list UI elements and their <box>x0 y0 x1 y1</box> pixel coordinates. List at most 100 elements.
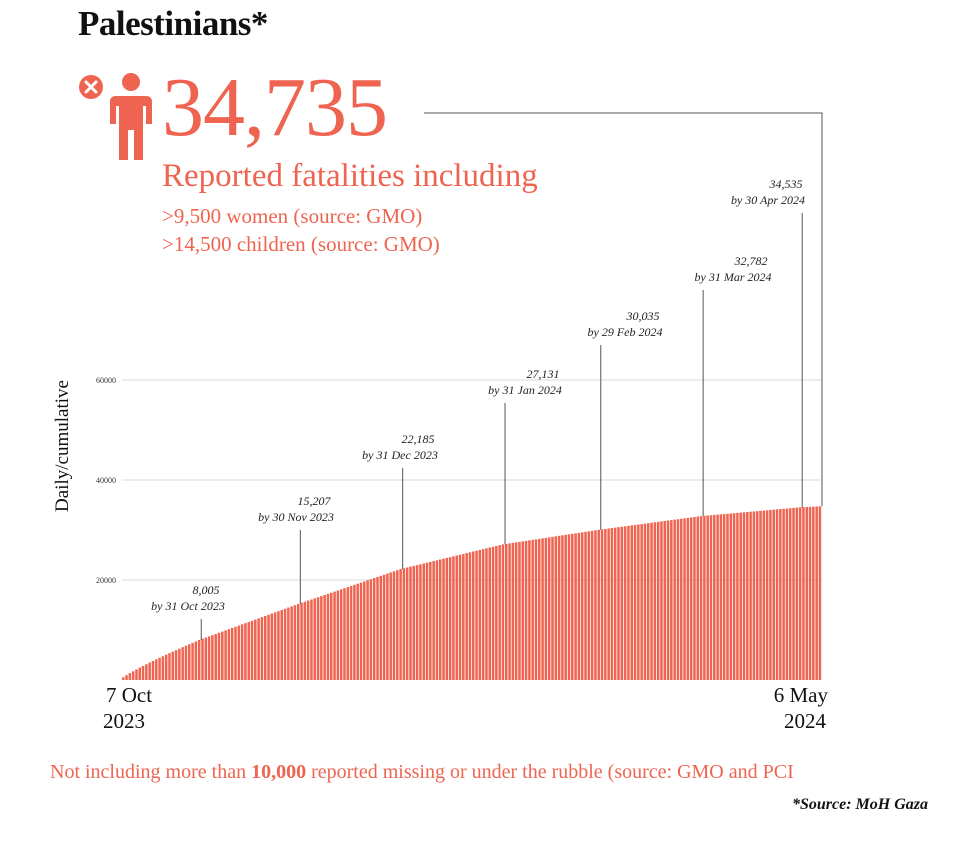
annotation-date: by 29 Feb 2024 <box>588 325 663 339</box>
bar <box>739 512 742 680</box>
bar <box>676 519 680 680</box>
bar <box>221 631 224 680</box>
annotation-value: 32,782 <box>734 254 768 268</box>
x-end-label-line1: 6 May <box>774 683 829 707</box>
bar <box>290 606 293 680</box>
person-icon <box>110 73 152 160</box>
annotation-date: by 30 Nov 2023 <box>258 510 334 524</box>
bar <box>779 509 782 680</box>
bar <box>280 609 283 680</box>
bar <box>574 533 577 680</box>
bar <box>178 648 181 680</box>
bar <box>547 537 551 680</box>
bar <box>455 555 458 680</box>
bar <box>514 542 518 680</box>
bar <box>458 554 462 680</box>
bar <box>472 551 475 680</box>
bar <box>452 556 455 680</box>
bar <box>683 518 686 680</box>
bar <box>174 650 178 680</box>
bar <box>772 509 775 680</box>
bar <box>405 567 409 680</box>
bar <box>313 598 317 680</box>
bar <box>818 506 822 680</box>
bar <box>283 608 287 680</box>
x-start-label-line2: 2023 <box>103 709 145 733</box>
bar <box>795 507 799 680</box>
bar <box>689 517 693 680</box>
bar <box>511 542 515 680</box>
bar <box>673 519 676 680</box>
bar <box>429 561 432 680</box>
footnote: Not including more than 10,000 reported … <box>50 761 930 784</box>
bar <box>554 536 558 680</box>
bar <box>297 603 300 680</box>
bar <box>227 629 231 680</box>
bar <box>267 614 270 680</box>
bar <box>623 526 627 680</box>
bar <box>587 531 591 680</box>
bar <box>412 565 416 680</box>
bar <box>571 533 574 680</box>
bar <box>204 637 208 680</box>
bar <box>244 623 247 680</box>
y-tick-label: 40000 <box>96 476 116 485</box>
bar <box>656 521 660 680</box>
close-x-icon <box>79 75 103 99</box>
bar <box>765 510 769 680</box>
bar <box>250 620 254 680</box>
bar <box>343 588 346 680</box>
bar <box>620 526 624 680</box>
bar <box>584 531 587 680</box>
annotation-date: by 30 Apr 2024 <box>731 193 805 207</box>
annotation-value: 34,535 <box>769 177 803 191</box>
bar <box>184 645 188 680</box>
bar <box>660 521 663 680</box>
bar <box>164 654 168 680</box>
bar <box>468 552 472 680</box>
bar <box>435 560 439 680</box>
bar <box>600 529 604 680</box>
bar <box>802 507 805 680</box>
bar <box>376 576 379 680</box>
bar <box>462 553 465 680</box>
bar <box>640 524 643 680</box>
bar <box>349 585 353 680</box>
bar <box>597 529 600 680</box>
bar <box>247 621 250 680</box>
bar <box>785 508 789 680</box>
bar <box>653 522 657 680</box>
bar <box>122 677 125 680</box>
bar <box>666 520 670 680</box>
headline-value: 34,735 <box>162 61 388 154</box>
bar <box>577 532 581 680</box>
bar <box>359 582 363 680</box>
bar <box>326 593 330 680</box>
bar <box>782 508 785 680</box>
bar <box>633 524 637 680</box>
bar <box>237 625 241 680</box>
bar <box>366 580 369 680</box>
bar <box>224 630 227 680</box>
bar <box>211 635 214 680</box>
bar <box>538 538 541 680</box>
bar <box>518 541 521 680</box>
bar <box>339 589 343 680</box>
bar <box>409 566 412 680</box>
women-line: >9,500 women (source: GMO) <box>162 204 423 228</box>
bar <box>610 528 614 680</box>
bar <box>415 565 419 680</box>
bar <box>531 539 534 680</box>
bar <box>709 515 713 680</box>
footnote-post: reported missing or under the rubble (so… <box>306 761 794 783</box>
bar <box>755 511 759 680</box>
bar <box>217 632 221 680</box>
bar <box>372 578 376 680</box>
annotation-value: 27,131 <box>527 367 560 381</box>
bar <box>161 656 165 680</box>
bar <box>194 641 198 680</box>
bar <box>128 673 132 680</box>
footnote-bold: 10,000 <box>251 761 307 783</box>
bar <box>422 563 425 680</box>
bar <box>726 513 729 680</box>
